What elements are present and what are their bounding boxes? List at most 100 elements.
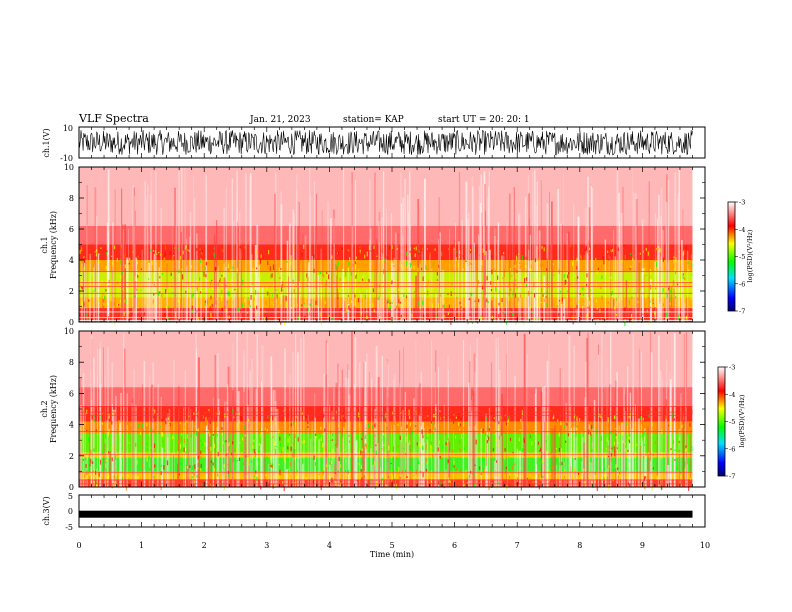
spectrogram-stripe [108,231,109,322]
spectrogram-speck [422,463,424,468]
spectrogram-stripe [216,269,218,322]
spectrogram-stripe [196,289,198,322]
spectrogram-speck [319,438,321,441]
spectrogram-stripe [644,456,647,487]
spectrogram-speck [482,248,484,253]
spectrogram-speck [655,287,657,290]
spectrogram-speck [543,298,545,302]
spectrogram-speck [251,283,253,285]
spectrogram-speck [228,473,230,478]
spectrogram-stripe [660,256,662,322]
spectrogram-speck [601,478,603,480]
spectrogram-speck [607,301,609,304]
spectrogram-speck [364,294,366,299]
spectrogram-speck [187,249,189,251]
spectrogram-speck [199,468,202,471]
ch2-spectrogram-image [79,331,705,492]
spectrogram-speck [607,417,609,422]
spectrogram-speck [159,276,161,279]
spectrogram-speck [286,261,288,263]
spectrogram-stripe [309,195,312,322]
ch3-waveform-panel: 5 0 -5 ch.3(V) [42,492,706,532]
spectrogram-speck [258,442,260,446]
spectrogram-stripe [318,275,319,322]
spectrogram-speck [331,460,333,464]
spectrogram-speck [196,429,198,432]
spectrogram-stripe [586,255,589,322]
spectrogram-stripe [448,369,449,487]
spectrogram-speck [165,289,167,294]
spectrogram-speck [356,479,358,482]
spectrogram-speck [108,428,110,433]
spectrogram-speck [686,253,689,258]
spectrogram-speck [628,416,630,419]
spectrogram-speck [672,280,675,283]
spectrogram-speck [239,245,241,248]
spectrogram-speck [289,461,291,467]
spectrogram-speck [443,301,445,304]
spectrogram-stripe [455,223,456,322]
spectrogram-speck [209,306,211,312]
spectrogram-speck [440,481,442,486]
spectrogram-speck [628,439,631,444]
spectrogram-speck [545,296,547,298]
spectrogram-stripe [453,429,454,487]
spectrogram-stripe [471,389,474,487]
spectrogram-stripe [189,212,192,322]
spectrogram-speck [186,466,188,469]
spectrogram-speck [595,299,597,302]
spectrogram-speck [204,412,206,414]
spectrogram-speck [646,309,648,313]
spectrogram-stripe [247,404,249,487]
spectrogram-stripe [141,249,143,322]
spectrogram-band [79,452,693,458]
spectrogram-speck [435,309,437,313]
spectrogram-speck [465,469,467,474]
spectrogram-stripe [237,391,240,487]
spectrogram-speck [90,414,93,419]
spectrogram-stripe [196,348,198,487]
spectrogram-speck [82,459,84,461]
spectrogram-stripe [160,396,162,487]
y-tick-label: 4 [69,421,74,430]
spectrogram-speck [152,416,155,419]
spectrogram-stripe [120,224,122,322]
y-tick-label: 2 [69,452,74,461]
spectrogram-stripe [528,193,530,322]
spectrogram-speck [241,302,243,307]
spectrogram-stripe [126,257,129,322]
spectrogram-stripe [473,391,475,487]
spectrogram-speck [558,432,560,437]
spectrogram-stripe [445,469,447,487]
spectrogram-speck [462,316,465,318]
spectrogram-stripe [378,212,381,322]
spectrogram-stripe [89,253,91,322]
spectrogram-speck [257,462,259,466]
spectrogram-speck [514,471,516,476]
spectrogram-speck [389,302,391,305]
spectrogram-speck [373,245,375,250]
spectrogram-speck [224,308,226,313]
spectrogram-speck [408,411,410,416]
spectrogram-speck [128,442,130,444]
spectrogram-speck [365,444,367,449]
spectrogram-speck [508,419,510,422]
spectrogram-speck [152,299,154,305]
spectrogram-speck [611,447,613,450]
y-tick-label: 4 [69,256,74,265]
spectrogram-speck [249,305,251,308]
spectrogram-speck [140,430,142,436]
spectrogram-speck [401,266,403,272]
spectrogram-speck [447,459,449,464]
spectrogram-speck [418,301,420,305]
spectrogram-stripe [300,338,302,487]
spectrogram-speck [574,458,576,460]
ch1-colorbar-label: log(PSD)(V²/Hz) [746,229,754,282]
spectrogram-speck [328,274,330,280]
spectrogram-speck [450,320,452,325]
x-tick-label: 4 [327,541,332,550]
spectrogram-speck [282,281,284,285]
spectrogram-speck [191,471,193,474]
spectrogram-speck [389,297,391,300]
spectrogram-stripe [390,213,393,322]
